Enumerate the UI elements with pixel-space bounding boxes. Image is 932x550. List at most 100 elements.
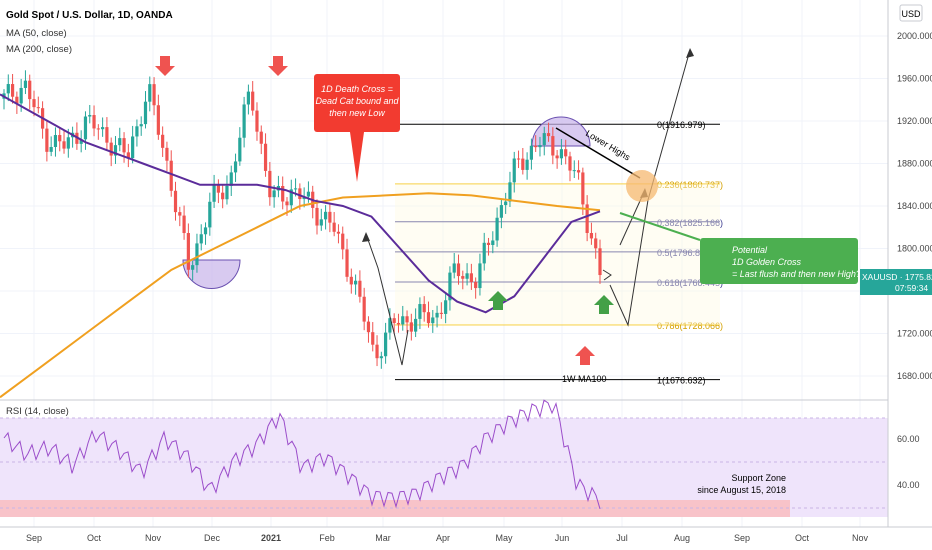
candle-body <box>96 128 100 130</box>
death-cross-line2: Dead Cat bound and <box>315 96 399 106</box>
fib-level-label: 0.618(1768.445) <box>657 278 723 288</box>
golden-cross-callout: Potential 1D Golden Cross = Last flush a… <box>700 238 866 284</box>
candle-body <box>345 249 349 277</box>
time-tick: 2021 <box>261 533 281 543</box>
candle-body <box>268 170 272 198</box>
candle-body <box>555 155 559 159</box>
fib-level-label: 0(1916.979) <box>657 120 706 130</box>
candle-body <box>482 242 486 264</box>
candle-body <box>225 185 229 200</box>
ma200-line <box>0 192 601 399</box>
rsi-tick-60: 60.00 <box>897 434 920 444</box>
price-tick: 1680.000 <box>897 371 932 381</box>
candle-body <box>62 141 66 149</box>
forecast-arrows <box>365 49 701 366</box>
candle-body <box>525 159 529 170</box>
candle-body <box>173 190 178 213</box>
candle-body <box>126 152 130 159</box>
target-circle <box>626 170 658 202</box>
candle-body <box>49 147 53 152</box>
candle-body <box>298 188 302 200</box>
rsi-line <box>3 399 601 510</box>
candle-body <box>53 135 58 148</box>
candle-body <box>444 300 448 314</box>
candle-body <box>203 227 208 235</box>
price-tick: 2000.000 <box>897 31 932 41</box>
candle-body <box>504 201 508 206</box>
ma200-legend: MA (200, close) <box>6 44 72 55</box>
ma50-legend: MA (50, close) <box>6 28 67 39</box>
symbol-title: Gold Spot / U.S. Dollar, 1D, OANDA <box>6 10 173 21</box>
time-tick: Nov <box>852 533 869 543</box>
candle-body <box>23 80 28 88</box>
candle-body <box>353 280 358 285</box>
candle-body <box>508 182 512 202</box>
time-axis: Sep Oct Nov Dec 2021 Feb Mar Apr May Jun Jul Aug Sep… <box>26 533 869 543</box>
candle-body <box>139 124 143 127</box>
candle-body <box>598 248 602 276</box>
candle-body <box>105 127 109 143</box>
candle-body <box>478 263 482 289</box>
time-tick: Nov <box>145 533 162 543</box>
candle-body <box>79 139 83 144</box>
death-cross-line3: then new Low <box>329 108 385 118</box>
currency-badge[interactable] <box>899 4 923 22</box>
candle-body <box>118 138 122 146</box>
candle-body <box>246 91 251 105</box>
candle-body <box>152 84 156 106</box>
candle-body <box>66 137 70 149</box>
candle-body <box>534 145 538 148</box>
price-tick: 1840.000 <box>897 201 932 211</box>
candle-body <box>113 145 118 156</box>
time-tick: Dec <box>204 533 221 543</box>
time-tick: May <box>495 533 513 543</box>
candle-body <box>341 233 345 250</box>
fib-retracement: 0(1916.979) 0.236(1860.737) 0.382(1825.166… <box>395 120 723 386</box>
candle-body <box>448 272 452 301</box>
candle-body <box>255 110 259 132</box>
candle-body <box>143 101 148 125</box>
price-tick: 1920.000 <box>897 116 932 126</box>
candle-body <box>161 134 165 148</box>
candle-body <box>182 215 186 234</box>
time-tick: Sep <box>734 533 750 543</box>
candle-body <box>426 312 431 324</box>
candle-body <box>564 149 568 157</box>
candle-body <box>499 205 503 218</box>
candle-body <box>101 127 105 130</box>
time-tick: Sep <box>26 533 42 543</box>
candle-body <box>572 170 576 172</box>
candle-body <box>165 147 169 161</box>
support-zone-line1: Support Zone <box>731 473 786 483</box>
candle-body <box>581 172 585 205</box>
candle-body <box>405 316 409 323</box>
candle-body <box>452 263 456 273</box>
candle-body <box>32 99 36 108</box>
candle-body <box>439 312 443 314</box>
candle-body <box>251 91 255 111</box>
time-tick: Feb <box>319 533 335 543</box>
candle-body <box>233 161 238 173</box>
rsi-tick-40: 40.00 <box>897 480 920 490</box>
time-tick: Mar <box>375 533 391 543</box>
countdown-label: 07:59:34 <box>895 283 928 293</box>
candle-body <box>396 322 401 325</box>
golden-cross-line2: 1D Golden Cross <box>732 257 802 267</box>
candle-body <box>435 312 439 318</box>
candle-body <box>529 145 533 160</box>
candle-body <box>285 201 289 206</box>
candle-body <box>401 316 405 325</box>
candle-body <box>208 201 212 228</box>
candle-body <box>559 149 564 159</box>
golden-cross-line3: = Last flush and then new High?? <box>732 269 866 279</box>
candle-body <box>92 115 96 129</box>
candle-body <box>358 280 362 297</box>
price-tick: 1880.000 <box>897 159 932 169</box>
fib-level-label: 1(1676.632) <box>657 376 706 386</box>
candle-body <box>418 304 422 319</box>
death-cross-callout: 1D Death Cross = Dead Cat bound and then… <box>314 74 400 182</box>
candle-body <box>156 105 160 135</box>
candle-body <box>465 273 469 279</box>
candle-body <box>191 265 195 270</box>
